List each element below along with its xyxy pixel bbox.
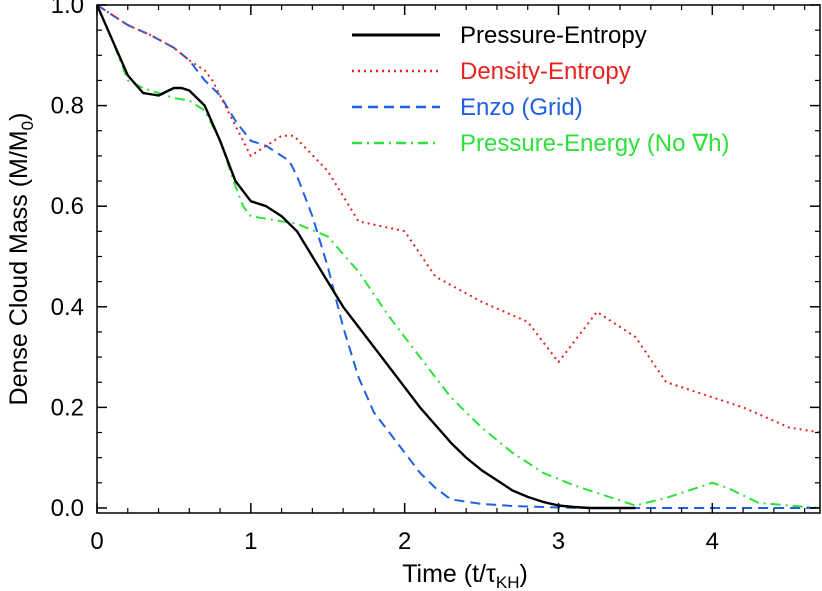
y-axis-title-sub: 0 bbox=[18, 121, 37, 130]
x-axis-title-sub: KH bbox=[496, 573, 520, 591]
legend-label: Pressure-Entropy bbox=[460, 22, 647, 49]
x-tick-label: 1 bbox=[244, 528, 257, 555]
x-tick-label: 4 bbox=[706, 528, 719, 555]
y-tick-label: 0.8 bbox=[51, 93, 84, 120]
ticks-layer bbox=[96, 4, 820, 513]
labels-layer: 0 1 2 3 4 0.0 0.2 0.4 0.6 0.8 1.0 bbox=[51, 0, 719, 555]
x-axis-title: Time (t/τKH) bbox=[402, 560, 528, 591]
y-tick-label: 0.6 bbox=[51, 193, 84, 220]
y-tick-label: 0.0 bbox=[51, 495, 84, 522]
series-line-pressure-entropy bbox=[97, 5, 636, 510]
y-axis-title: Dense Cloud Mass (M/M0) bbox=[5, 113, 37, 406]
series-layer bbox=[97, 5, 820, 510]
y-tick-label: 0.4 bbox=[51, 294, 84, 321]
series-line-enzo-grid bbox=[97, 5, 820, 509]
legend-label: Enzo (Grid) bbox=[460, 94, 583, 121]
plot-frame bbox=[96, 4, 821, 514]
legend-label: Density-Entropy bbox=[460, 58, 631, 85]
x-tick-label: 2 bbox=[398, 528, 411, 555]
series-line-density-entropy bbox=[97, 5, 820, 434]
x-tick-label: 3 bbox=[552, 528, 565, 555]
y-tick-label: 1.0 bbox=[51, 0, 84, 19]
legend: Pressure-Entropy Density-Entropy Enzo (Gri… bbox=[352, 22, 729, 157]
x-tick-label: 0 bbox=[90, 528, 103, 555]
legend-label: Pressure-Energy (No ∇h) bbox=[460, 130, 729, 157]
y-tick-label: 0.2 bbox=[51, 394, 84, 421]
